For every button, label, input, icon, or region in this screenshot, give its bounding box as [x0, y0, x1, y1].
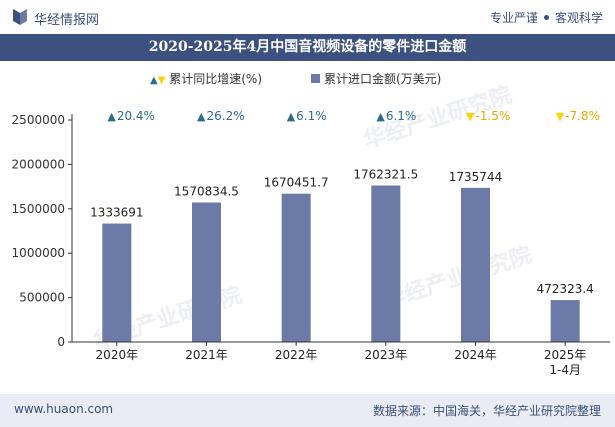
triangle-up-icon: ▲ [150, 75, 158, 86]
bar-chart: 0 500000 1000000 1500000 2000000 2500000 1333… [12, 109, 610, 377]
y-tick-label: 1000000 [12, 246, 65, 260]
slogan-dot-icon [543, 15, 549, 20]
slogan-right: 客观科学 [554, 11, 603, 25]
y-tick-label: 500000 [19, 291, 65, 305]
x-tick-label: 2024年 [454, 348, 497, 362]
growth-up-icon: ▲ [197, 110, 206, 123]
bar [461, 187, 490, 342]
legend: ▲▼ 累计同比增速(%) 累计进口金额(万美元) [0, 70, 615, 90]
growth-markers: ▲ 20.4% ▲ 26.2% ▲ 6.1% ▲ 6.1% ▼ -1.5% ▼ -7.8% [107, 109, 600, 123]
slogan: 专业严谨 客观科学 [490, 9, 603, 26]
bar-swatch-icon [311, 74, 320, 83]
triangle-down-icon: ▼ [157, 75, 166, 86]
x-tick-label: 2023年 [365, 348, 408, 362]
bar-value-label: 1762321.5 [353, 168, 418, 182]
y-tick-label: 0 [57, 335, 65, 349]
x-tick-label-line: 2020年 [96, 348, 139, 362]
growth-label: -7.8% [565, 109, 600, 123]
footer: www.huaon.com 数据来源：中国海关，华经产业研究院整理 [0, 394, 615, 427]
y-tick-label: 2000000 [12, 157, 65, 171]
x-tick-label-line: 1-4月 [549, 363, 581, 377]
brand-name: 华经情报网 [34, 13, 100, 28]
bar [281, 193, 311, 342]
x-tick-label: 2025年 1-4月 [544, 348, 587, 377]
growth-down-icon: ▼ [466, 110, 475, 123]
x-tick-label: 2021年 [185, 348, 228, 362]
bar-value-label: 1670451.7 [264, 176, 329, 190]
bar-value-label: 1735744 [449, 170, 502, 184]
x-tick-label-line: 2023年 [365, 348, 408, 362]
x-axis: 2020年 2021年 2022年 2023年 2024年 2025年 1-4月 [72, 341, 610, 377]
legend-amount: 累计进口金额(万美元) [311, 70, 441, 87]
x-tick-label-line: 2025年 [544, 348, 587, 362]
growth-label: 20.4% [117, 109, 155, 123]
growth-label: -1.5% [476, 109, 511, 123]
x-tick-label: 2022年 [275, 348, 318, 362]
x-tick-label-line: 2022年 [275, 348, 318, 362]
footer-source: 数据来源：中国海关，华经产业研究院整理 [372, 404, 601, 418]
bar [550, 300, 580, 342]
chart-title: 2020-2025年4月中国音视频设备的零件进口金额 [148, 39, 467, 55]
title-bar: 2020-2025年4月中国音视频设备的零件进口金额 [0, 34, 615, 61]
bar-value-label: 1333691 [90, 206, 143, 220]
y-tick-label: 1500000 [12, 202, 65, 216]
logo-icon [13, 9, 27, 25]
bar-value-label: 1570834.5 [174, 185, 239, 199]
bar-value-label: 472323.4 [537, 282, 594, 296]
legend-growth-label: 累计同比增速(%) [169, 72, 263, 86]
x-tick-label: 2020年 [96, 348, 139, 362]
growth-down-icon: ▼ [556, 110, 565, 123]
y-tick-label: 2500000 [12, 113, 65, 127]
legend-growth: ▲▼ 累计同比增速(%) [150, 70, 262, 87]
footer-url: www.huaon.com [14, 402, 114, 416]
growth-label: 26.2% [207, 109, 245, 123]
growth-label: 6.1% [296, 109, 327, 123]
growth-label: 6.1% [386, 109, 417, 123]
bar [192, 202, 221, 342]
growth-up-icon: ▲ [107, 110, 116, 123]
slogan-left: 专业严谨 [489, 11, 538, 25]
x-tick-label-line: 2021年 [185, 348, 228, 362]
x-tick-label-line: 2024年 [454, 348, 497, 362]
top-bar: 华经情报网 专业严谨 客观科学 [0, 0, 615, 34]
growth-up-icon: ▲ [376, 110, 385, 123]
growth-up-icon: ▲ [287, 110, 296, 123]
bars: 1333691 1570834.5 1670451.7 1762321.5 173574… [90, 168, 594, 342]
bar [102, 223, 132, 342]
bar [371, 185, 401, 342]
legend-amount-label: 累计进口金额(万美元) [324, 72, 442, 86]
y-axis: 0 500000 1000000 1500000 2000000 2500000 [12, 113, 73, 349]
